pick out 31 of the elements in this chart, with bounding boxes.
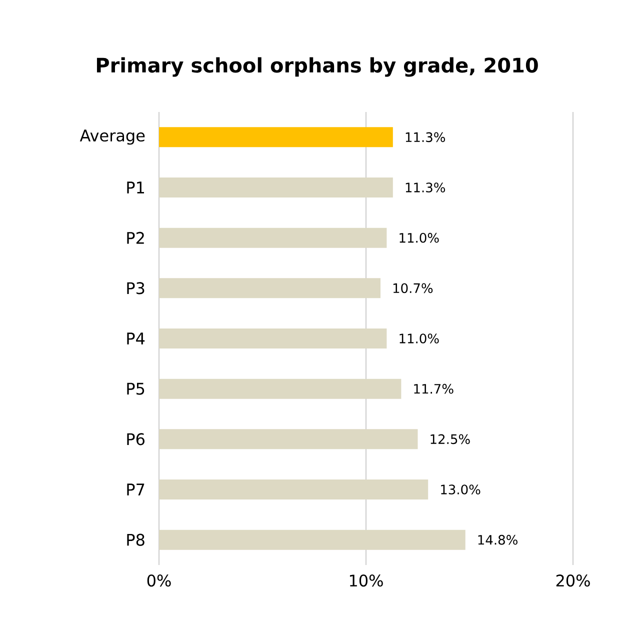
y-tick-label: P6 — [127, 433, 144, 446]
data-label: 13.0% — [441, 484, 480, 494]
data-label: 11.7% — [414, 384, 454, 394]
y-tick-label: P2 — [127, 232, 144, 244]
bar — [159, 178, 393, 198]
bar — [159, 429, 418, 450]
bar — [159, 228, 387, 248]
x-tick-label: 10% — [350, 574, 383, 587]
y-tick-label: P1 — [127, 182, 144, 194]
y-tick-label: P8 — [127, 534, 144, 546]
data-label: 11.0% — [400, 232, 439, 243]
y-tick-label: P4 — [127, 332, 145, 344]
bar — [159, 278, 380, 298]
data-label: 12.5% — [430, 434, 470, 444]
data-label: 11.0% — [400, 334, 439, 344]
y-tick-label: P7 — [127, 484, 144, 496]
data-label: 10.7% — [393, 283, 433, 294]
data-label: 11.3% — [406, 182, 446, 192]
data-label: 14.8% — [478, 534, 518, 545]
bar — [159, 479, 428, 500]
x-tick-label: 20% — [556, 574, 590, 587]
bar — [159, 127, 393, 148]
y-tick-label: P3 — [127, 282, 144, 294]
bar — [159, 378, 402, 399]
data-label: 11.3% — [406, 132, 446, 142]
y-tick-label: P5 — [127, 382, 144, 395]
chart-title: Primary school orphans by grade, 2010 — [96, 57, 538, 77]
bar — [159, 530, 466, 550]
y-tick-label: Average — [80, 130, 145, 145]
bar — [159, 328, 387, 348]
x-tick-label: 0% — [147, 574, 171, 587]
